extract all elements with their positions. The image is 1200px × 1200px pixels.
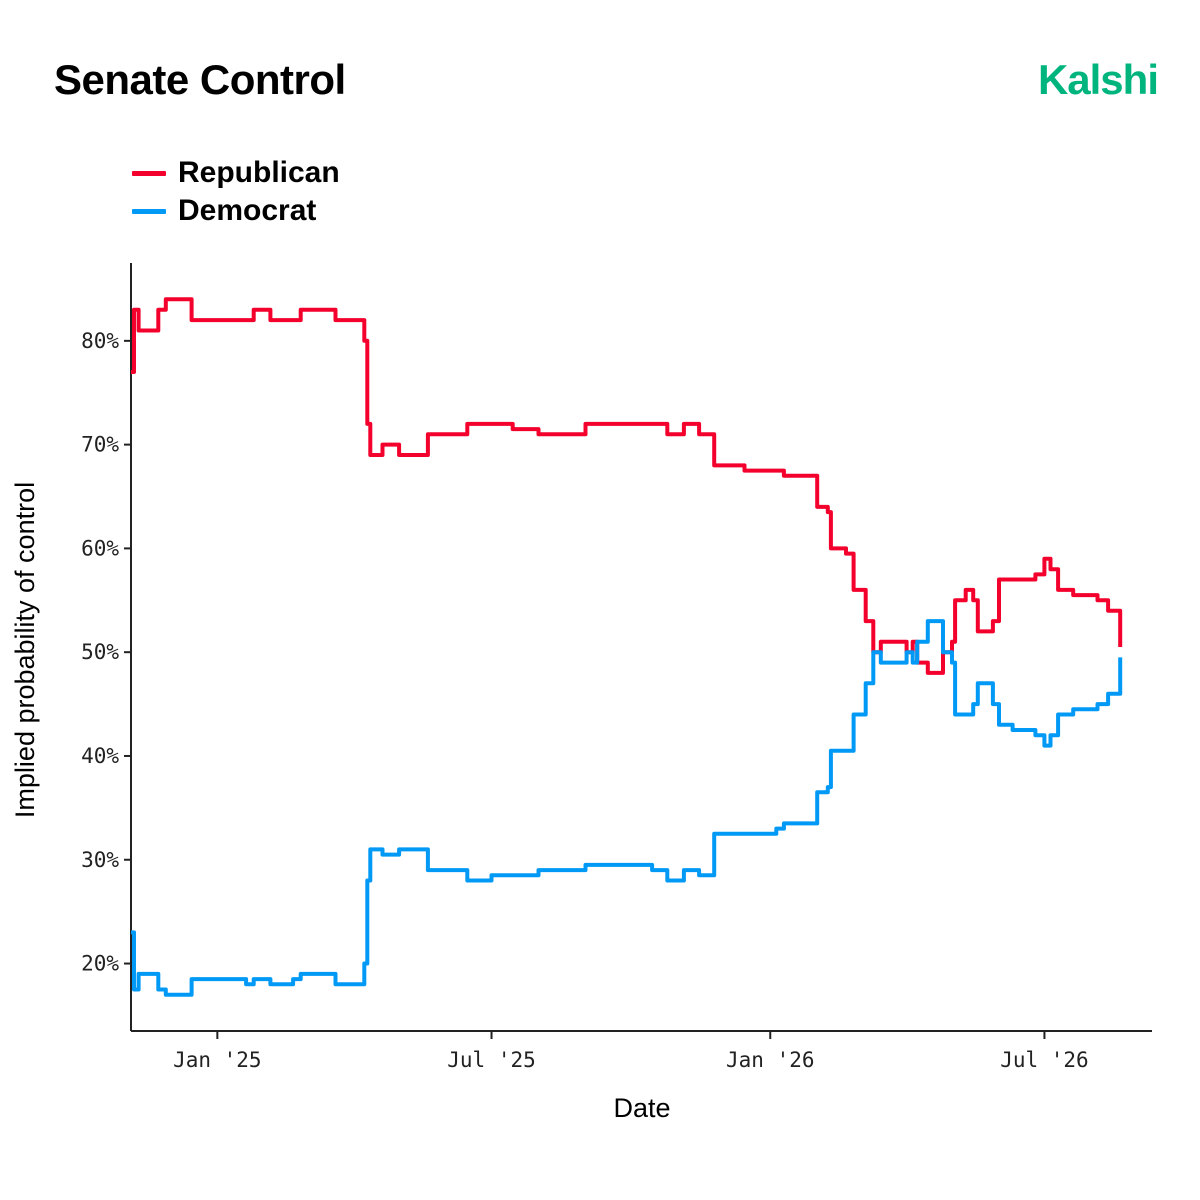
legend-label-republican: Republican	[178, 156, 340, 189]
legend-item-republican: Republican	[132, 154, 340, 192]
series-line-republican	[131, 297, 1123, 675]
y-tick-label: 80%	[81, 329, 119, 353]
y-tick-label: 50%	[81, 640, 119, 664]
legend-swatch-republican	[132, 170, 166, 176]
brand-logo: Kalshi	[1037, 56, 1159, 103]
legend: Republican Democrat	[132, 154, 340, 230]
series-line-democrat	[131, 619, 1123, 997]
axes	[130, 263, 1152, 1032]
y-ticks: 20% 30% 40% 50% 60% 70% 80%	[81, 329, 131, 976]
y-tick-label: 70%	[81, 433, 119, 457]
x-axis-title: Date	[613, 1093, 670, 1123]
chart-title: Senate Control	[54, 56, 346, 103]
y-tick-label: 20%	[81, 952, 119, 976]
y-tick-label: 30%	[81, 848, 119, 872]
legend-item-democrat: Democrat	[132, 192, 340, 230]
x-tick-label: Jul '26	[1000, 1048, 1089, 1072]
y-axis-title: Implied probability of control	[10, 482, 40, 818]
x-tick-label: Jan '26	[726, 1048, 815, 1072]
x-tick-label: Jul '25	[447, 1048, 536, 1072]
y-tick-label: 60%	[81, 536, 119, 560]
x-ticks: Jan '25 Jul '25 Jan '26 Jul '26	[173, 1031, 1089, 1072]
x-tick-label: Jan '25	[173, 1048, 262, 1072]
legend-label-democrat: Democrat	[178, 194, 317, 227]
series-lines	[131, 297, 1123, 997]
legend-swatch-democrat	[132, 208, 166, 214]
y-tick-label: 40%	[81, 744, 119, 768]
